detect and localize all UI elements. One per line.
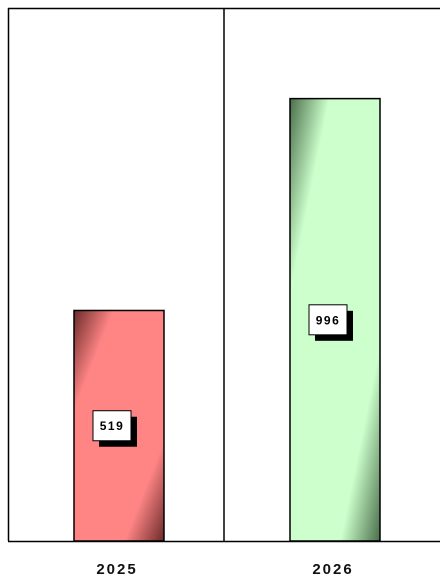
data-label-value: 996 — [316, 313, 341, 327]
x-axis-tick-labels: 2025 2026 — [96, 561, 353, 578]
data-label-box — [308, 304, 348, 336]
data-label-value: 519 — [100, 419, 125, 433]
x-tick-label-2026: 2026 — [312, 561, 353, 578]
data-labels-layer: 519 996 — [92, 304, 353, 447]
x-tick-label-2025: 2025 — [96, 561, 137, 578]
data-label-2026: 996 — [308, 304, 353, 341]
data-label-2025: 519 — [92, 410, 137, 447]
data-label-box — [92, 410, 132, 442]
